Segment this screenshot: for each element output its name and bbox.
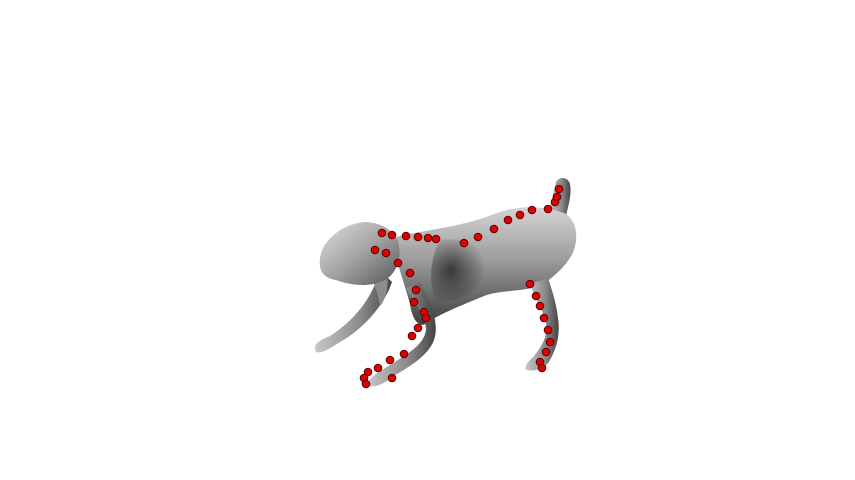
marker-point-27 — [399, 349, 409, 359]
marker-point-11 — [515, 210, 525, 220]
marker-point-34 — [525, 279, 535, 289]
marker-point-19 — [393, 258, 403, 268]
marker-point-38 — [543, 325, 553, 335]
marker-point-12 — [527, 205, 537, 215]
dog-near-front-leg — [366, 282, 436, 387]
marker-point-3 — [401, 231, 411, 241]
marker-point-26 — [407, 331, 417, 341]
marker-point-2 — [387, 230, 397, 240]
marker-point-4 — [413, 232, 423, 242]
marker-point-29 — [373, 363, 383, 373]
marker-point-7 — [459, 238, 469, 248]
dog-hind-leg — [525, 278, 559, 371]
marker-point-33 — [387, 373, 397, 383]
dog-model — [314, 178, 577, 387]
marker-point-21 — [411, 285, 421, 295]
marker-point-25 — [413, 323, 423, 333]
marker-point-6 — [431, 234, 441, 244]
marker-point-28 — [385, 355, 395, 365]
marker-point-18 — [381, 248, 391, 258]
marker-point-22 — [409, 297, 419, 307]
marker-point-42 — [537, 363, 547, 373]
marker-point-5 — [423, 233, 433, 243]
dog-far-front-leg — [314, 270, 392, 353]
marker-layer — [359, 184, 564, 389]
marker-point-17 — [370, 245, 380, 255]
marker-point-39 — [545, 337, 555, 347]
marker-point-8 — [473, 232, 483, 242]
dog-chest-shadow — [431, 239, 489, 301]
marker-point-9 — [489, 224, 499, 234]
dog-head — [319, 222, 400, 285]
marker-point-30 — [363, 367, 373, 377]
marker-point-20 — [405, 268, 415, 278]
marker-point-10 — [503, 215, 513, 225]
marker-point-1 — [377, 228, 387, 238]
marker-point-40 — [541, 347, 551, 357]
marker-point-13 — [543, 204, 553, 214]
marker-point-16 — [554, 184, 564, 194]
marker-point-15 — [552, 192, 562, 202]
marker-point-32 — [361, 379, 371, 389]
marker-point-35 — [531, 291, 541, 301]
marker-point-36 — [535, 301, 545, 311]
marker-point-37 — [539, 313, 549, 323]
marker-point-24 — [421, 313, 431, 323]
